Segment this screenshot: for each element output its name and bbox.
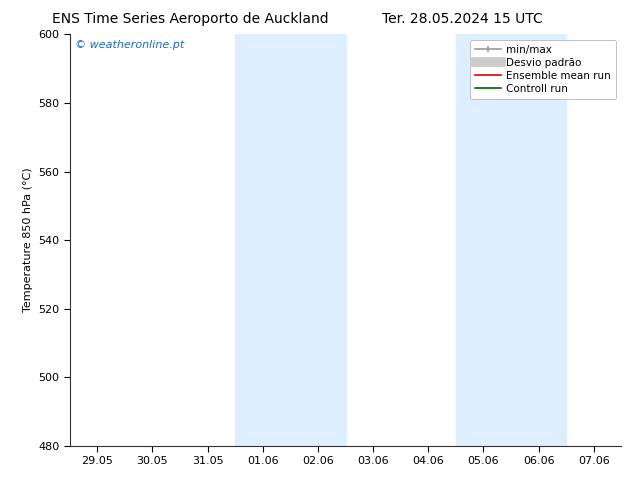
Legend: min/max, Desvio padrão, Ensemble mean run, Controll run: min/max, Desvio padrão, Ensemble mean ru… (470, 40, 616, 99)
Text: © weatheronline.pt: © weatheronline.pt (75, 41, 184, 50)
Text: ENS Time Series Aeroporto de Auckland: ENS Time Series Aeroporto de Auckland (52, 12, 328, 26)
Y-axis label: Temperature 850 hPa (°C): Temperature 850 hPa (°C) (23, 168, 32, 313)
Text: Ter. 28.05.2024 15 UTC: Ter. 28.05.2024 15 UTC (382, 12, 543, 26)
Bar (456, 34, 566, 446)
Bar (235, 34, 346, 446)
